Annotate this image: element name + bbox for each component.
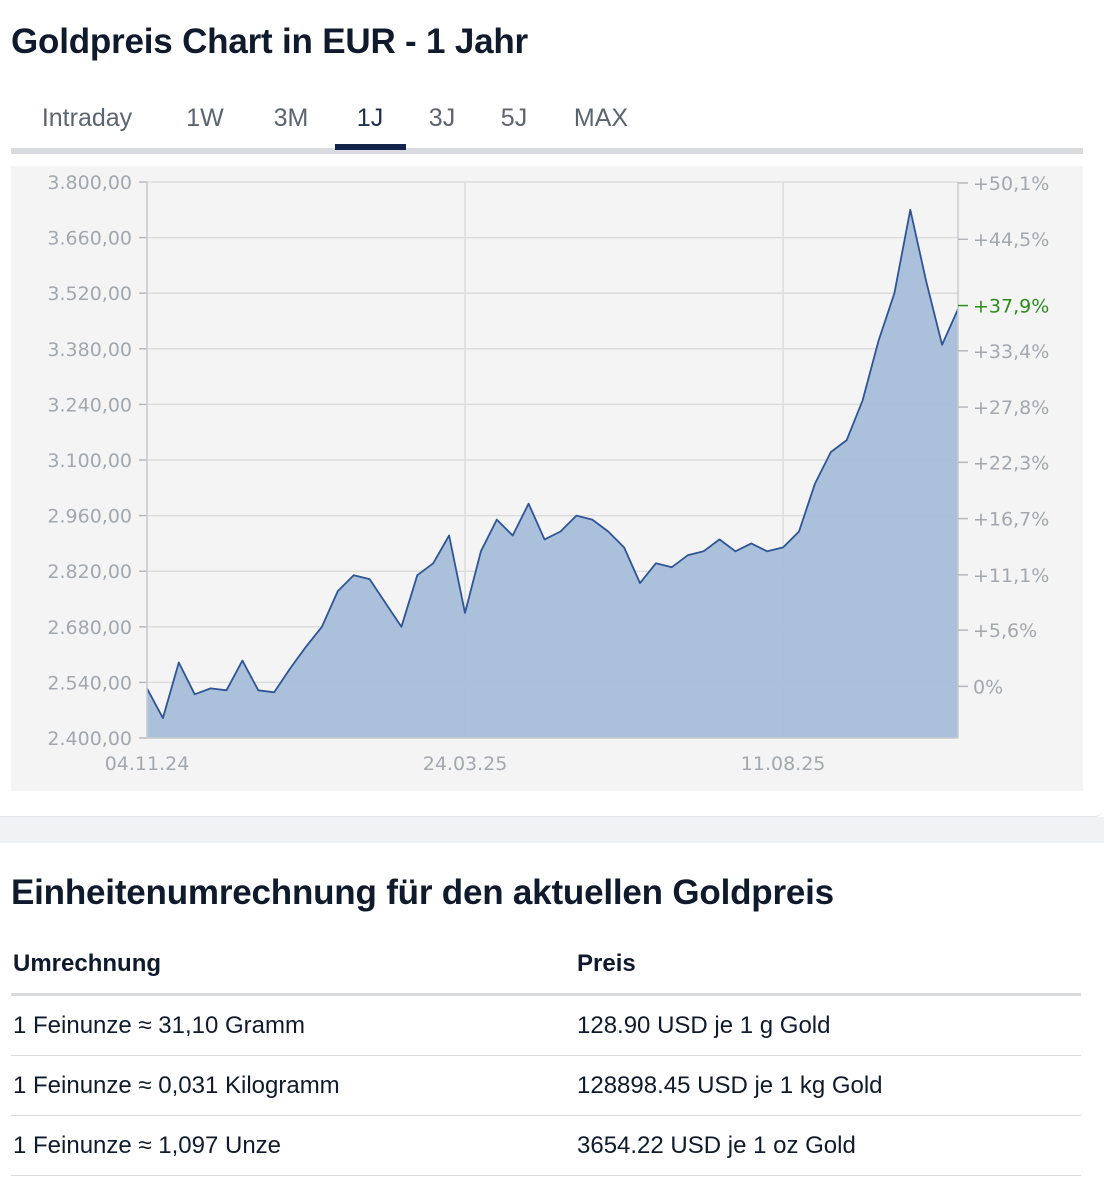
tab-1w[interactable]: 1W (186, 103, 224, 132)
table-cell-umrechnung: 1 Feinunze ≈ 0,031 Kilogramm (11, 1055, 575, 1116)
y2-tick-label: +11,1% (973, 565, 1049, 587)
y-tick-label: 3.240,00 (47, 394, 132, 416)
price-area (147, 209, 958, 739)
y2-tick-label: +50,1% (973, 173, 1049, 195)
current-change-label: +37,9% (973, 296, 1049, 318)
section-gap (0, 817, 1104, 843)
y2-tick-label: +27,8% (973, 397, 1049, 419)
y2-tick-label: +16,7% (973, 509, 1049, 531)
price-chart[interactable]: 3.800,00 3.660,00 3.520,00 3.380,00 3.240,00… (11, 166, 1083, 791)
conversion-table: Umrechnung Preis 1 Feinunze ≈ 31,10 Gram… (11, 935, 1081, 1176)
y2-tick-label: +44,5% (973, 229, 1049, 251)
x-tick-label: 11.08.25 (741, 753, 826, 775)
x-tick-label: 24.03.25 (423, 753, 508, 775)
x-tick-label: 04.11.24 (105, 753, 190, 775)
table-row: 1 Feinunze ≈ 0,031 Kilogramm 128898.45 U… (11, 1055, 1081, 1116)
price-chart-svg: 3.800,00 3.660,00 3.520,00 3.380,00 3.240,00… (47, 172, 1049, 775)
y-tick-label: 2.960,00 (47, 506, 132, 528)
y-tick-label: 2.540,00 (47, 672, 132, 694)
y-tick-label: 3.380,00 (47, 339, 132, 361)
timeframe-tabs: Intraday 1W 3M 1J 3J 5J MAX (11, 88, 1083, 154)
y-tick-label: 2.400,00 (47, 728, 132, 750)
y2-tick-label: 0% (973, 676, 1003, 698)
y-tick-label: 2.820,00 (47, 561, 132, 583)
page-title: Goldpreis Chart in EUR - 1 Jahr (11, 22, 528, 61)
y2-tick-label: +33,4% (973, 341, 1049, 363)
chart-card: Goldpreis Chart in EUR - 1 Jahr Intraday… (0, 22, 1104, 817)
table-header-row: Umrechnung Preis (11, 935, 1081, 996)
table-row: 1 Feinunze ≈ 1,097 Unze 3654.22 USD je 1… (11, 1115, 1081, 1176)
y2-tick-label: +22,3% (973, 452, 1049, 474)
y-tick-label: 3.660,00 (47, 228, 132, 250)
tab-3m[interactable]: 3M (273, 103, 309, 132)
tab-5j[interactable]: 5J (500, 103, 528, 132)
y-tick-label: 3.800,00 (47, 172, 132, 194)
y2-tick-label: +5,6% (973, 620, 1037, 642)
column-header-umrechnung: Umrechnung (11, 935, 575, 996)
y-tick-label: 2.680,00 (47, 617, 132, 639)
conversion-title: Einheitenumrechnung für den aktuellen Go… (11, 873, 834, 912)
tab-intraday[interactable]: Intraday (41, 103, 133, 132)
y-tick-label: 3.100,00 (47, 450, 132, 472)
price-line (146, 208, 959, 719)
tab-3j[interactable]: 3J (428, 103, 456, 132)
tab-1j[interactable]: 1J (356, 103, 384, 132)
tab-max[interactable]: MAX (573, 103, 629, 132)
y-tick-label: 3.520,00 (47, 283, 132, 305)
active-tab-indicator (335, 144, 406, 150)
table-cell-preis: 3654.22 USD je 1 oz Gold (575, 1115, 1081, 1176)
column-header-preis: Preis (575, 935, 1081, 996)
table-cell-preis: 128898.45 USD je 1 kg Gold (575, 1055, 1081, 1116)
table-cell-preis: 128.90 USD je 1 g Gold (575, 994, 1081, 1056)
table-cell-umrechnung: 1 Feinunze ≈ 31,10 Gramm (11, 994, 575, 1056)
table-row: 1 Feinunze ≈ 31,10 Gramm 128.90 USD je 1… (11, 994, 1081, 1056)
table-cell-umrechnung: 1 Feinunze ≈ 1,097 Unze (11, 1115, 575, 1176)
